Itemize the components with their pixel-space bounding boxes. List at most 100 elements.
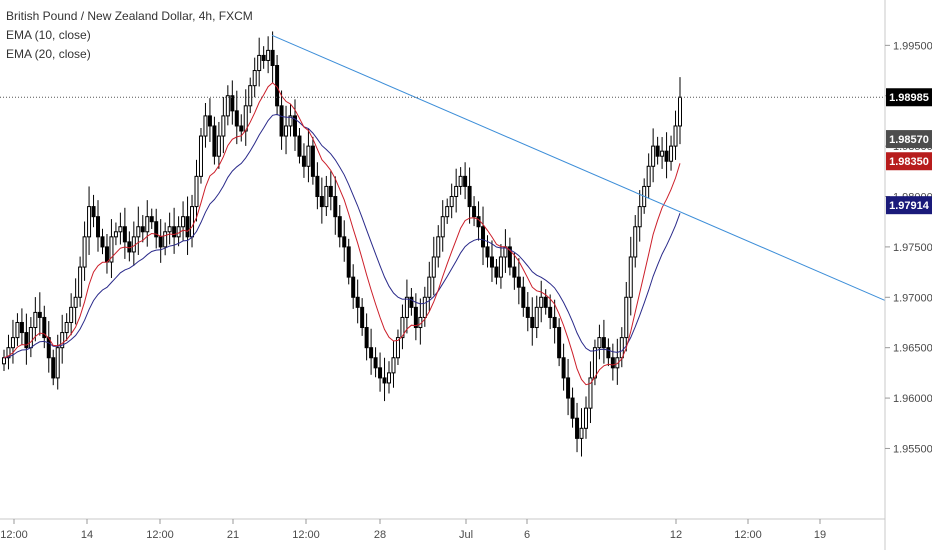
- candle-body-up: [163, 231, 168, 248]
- candle: [221, 96, 226, 154]
- candle-body-up: [539, 296, 544, 308]
- candle-body-up: [266, 49, 271, 61]
- candle: [422, 286, 427, 327]
- candle-body-up: [534, 306, 539, 329]
- candle: [69, 293, 74, 336]
- candle: [409, 288, 414, 316]
- candle: [60, 314, 65, 364]
- candle-body-down: [530, 316, 535, 329]
- x-tick-label: Jul: [459, 529, 473, 541]
- candle-body-down: [610, 357, 615, 369]
- candle: [87, 186, 92, 255]
- candle: [33, 297, 38, 342]
- candle-body-up: [181, 216, 186, 228]
- x-tick-label: 14: [81, 529, 93, 541]
- candle-body-down: [19, 321, 24, 334]
- candle: [669, 135, 674, 171]
- price-tag-label: 1.98570: [889, 134, 929, 146]
- candle: [346, 238, 351, 285]
- candle: [333, 176, 338, 235]
- price-tag-label: 1.97914: [889, 200, 930, 212]
- candle-body-down: [494, 266, 499, 278]
- candle: [297, 127, 302, 164]
- candle: [158, 219, 163, 263]
- price-tag-label: 1.98985: [889, 92, 929, 104]
- candle: [673, 110, 678, 160]
- candle: [113, 222, 118, 246]
- price-tag-bg: [886, 196, 932, 215]
- y-tick-label: 1.95500: [893, 443, 932, 455]
- candle-body-up: [678, 96, 682, 127]
- candle: [248, 77, 253, 114]
- candle-body-down: [37, 311, 42, 318]
- candle: [404, 279, 409, 334]
- candle: [328, 171, 333, 211]
- candle: [395, 329, 400, 366]
- candle: [481, 206, 486, 266]
- candle: [167, 212, 172, 245]
- candle: [292, 99, 297, 151]
- candle-body-up: [660, 150, 665, 157]
- candle: [310, 136, 315, 185]
- ema10-line: [3, 82, 681, 386]
- candle-body-up: [673, 125, 678, 147]
- candle-body-up: [404, 296, 409, 318]
- candle-body-down: [664, 150, 669, 162]
- candle: [633, 215, 638, 268]
- candle: [185, 196, 190, 255]
- candle: [279, 90, 284, 150]
- candle: [172, 207, 177, 254]
- candle: [507, 237, 512, 276]
- candle: [73, 278, 78, 325]
- candle-body-down: [382, 377, 387, 384]
- candle: [230, 80, 235, 125]
- candle: [284, 105, 289, 155]
- candle: [181, 201, 186, 241]
- candle-body-down: [485, 246, 490, 258]
- candle-body-down: [521, 286, 526, 308]
- candle-body-down: [476, 216, 481, 228]
- candle-body-up: [592, 347, 597, 379]
- candle-body-up: [73, 296, 78, 308]
- candle-body-down: [207, 115, 212, 127]
- price-tag: 1.98350: [886, 152, 932, 171]
- candle-body-up: [422, 296, 427, 318]
- candle-body-up: [176, 226, 181, 238]
- candle: [324, 175, 329, 217]
- candle-body-down: [467, 185, 472, 208]
- candle: [15, 313, 20, 346]
- candle: [655, 136, 660, 165]
- ema10-legend[interactable]: EMA (10, close): [6, 28, 91, 42]
- candle-body-down: [489, 256, 494, 268]
- candle-body-down: [413, 306, 418, 329]
- candle: [646, 153, 651, 199]
- candle-body-up: [440, 216, 445, 238]
- candle: [382, 357, 387, 402]
- candle: [10, 319, 15, 364]
- candle: [212, 116, 217, 165]
- candle: [100, 228, 105, 255]
- trendline[interactable]: [271, 34, 886, 301]
- time-axis[interactable]: 12:00 14 12:00 21 12:00 28 Jul 6 12 12:00 19: [0, 519, 826, 541]
- chart-legend: British Pound / New Zealand Dollar, 4h, …: [6, 7, 253, 64]
- candle: [306, 128, 311, 183]
- candle-body-down: [409, 296, 414, 308]
- candle: [118, 212, 123, 245]
- candle-body-up: [64, 321, 69, 334]
- candle: [516, 258, 521, 305]
- candle-body-up: [109, 236, 114, 263]
- ema20-legend[interactable]: EMA (20, close): [6, 47, 91, 61]
- candle: [145, 200, 150, 247]
- candle: [46, 321, 51, 373]
- candle-body-down: [373, 357, 378, 369]
- x-tick-label: 21: [227, 529, 239, 541]
- candle-body-down: [548, 306, 553, 318]
- x-tick-label: 12:00: [734, 529, 762, 541]
- x-tick-label: 19: [814, 529, 826, 541]
- candle: [548, 294, 553, 330]
- candle-body-down: [297, 135, 302, 157]
- candle: [489, 240, 494, 282]
- price-tags: 1.98985 1.98570 1.98350 1.97914: [886, 88, 932, 215]
- symbol-title[interactable]: British Pound / New Zealand Dollar, 4h, …: [6, 9, 253, 23]
